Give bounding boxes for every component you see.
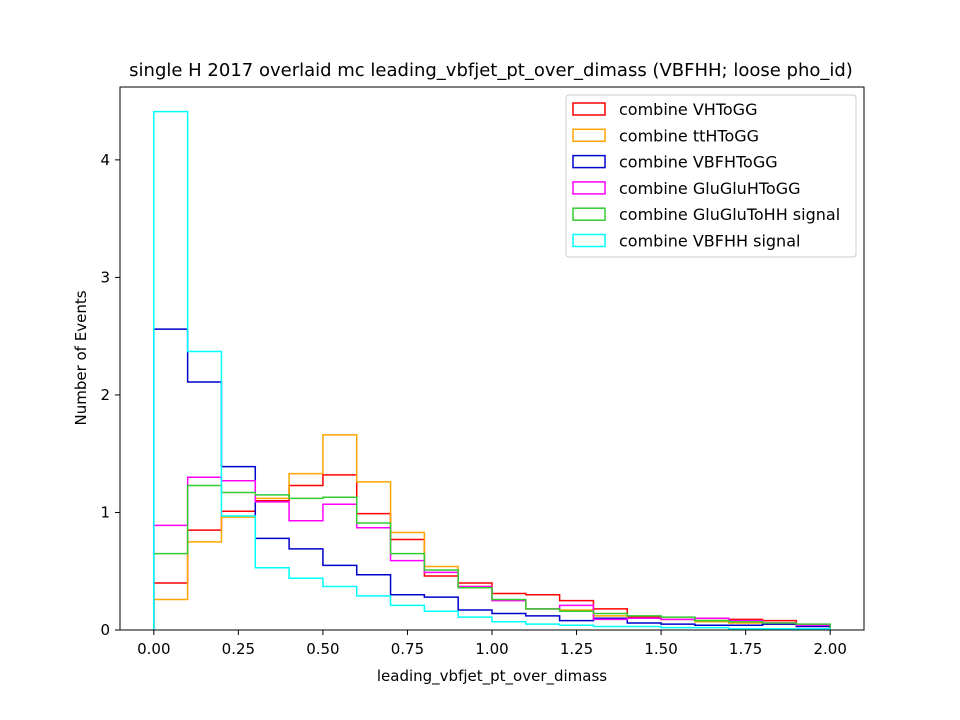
- legend-swatch-1: [572, 128, 606, 143]
- x-tick-label: 1.00: [475, 640, 508, 658]
- x-tick-label: 1.75: [729, 640, 762, 658]
- chart-title: single H 2017 overlaid mc leading_vbfjet…: [129, 60, 853, 81]
- x-axis-label: leading_vbfjet_pt_over_dimass: [377, 667, 607, 686]
- x-tick-label: 1.50: [644, 640, 677, 658]
- series-line-2: [153, 328, 831, 630]
- x-axis: 0.00 0.25 0.50 0.75 1.00 1.25 1.50 1.75 2.00: [137, 630, 847, 658]
- x-tick-label: 0.25: [222, 640, 255, 658]
- legend-swatch-0: [572, 102, 606, 116]
- legend: combine VHToGG combine ttHToGG combine VBF…: [565, 94, 857, 258]
- y-tick-label: 1: [100, 503, 110, 521]
- legend-swatch-4: [572, 207, 606, 221]
- x-tick-label: 1.25: [560, 640, 593, 658]
- legend-swatch-5: [572, 233, 606, 248]
- legend-label-1: combine ttHToGG: [619, 126, 759, 145]
- y-tick-label: 2: [100, 386, 110, 404]
- legend-swatch-3: [572, 181, 606, 195]
- plot-area: [153, 110, 831, 630]
- y-axis-label: Number of Events: [72, 290, 90, 425]
- legend-swatch-2: [572, 154, 606, 169]
- y-axis: 0 1 2 3 4: [100, 151, 120, 639]
- y-tick-label: 4: [100, 151, 110, 169]
- legend-box: [565, 94, 857, 258]
- series-line-5: [153, 110, 831, 630]
- legend-label-4: combine GluGluToHH signal: [619, 205, 840, 224]
- legend-label-2: combine VBFHToGG: [619, 153, 778, 172]
- x-tick-label: 2.00: [813, 640, 846, 658]
- x-tick-label: 0.00: [137, 640, 170, 658]
- series-line-4: [153, 484, 831, 630]
- x-tick-label: 0.50: [306, 640, 339, 658]
- legend-label-3: combine GluGluHToGG: [619, 179, 800, 198]
- y-tick-label: 0: [100, 621, 110, 639]
- legend-label-5: combine VBFHH signal: [619, 232, 800, 251]
- legend-label-0: combine VHToGG: [619, 100, 757, 119]
- x-tick-label: 0.75: [391, 640, 424, 658]
- y-tick-label: 3: [100, 268, 110, 286]
